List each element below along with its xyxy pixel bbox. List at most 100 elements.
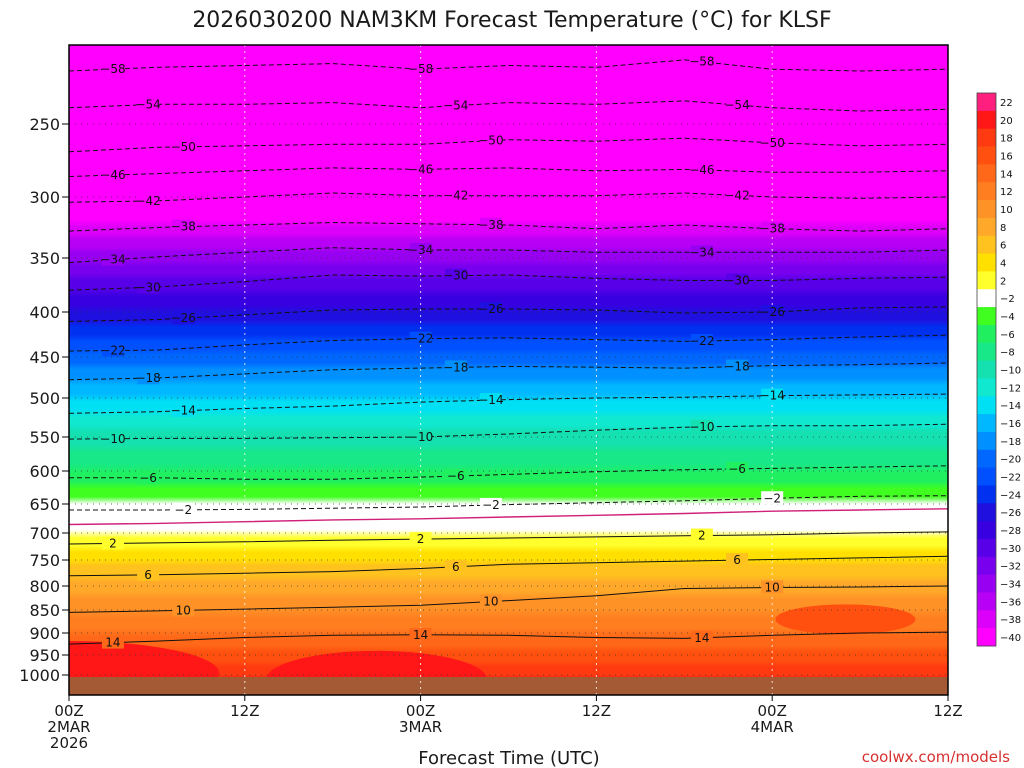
contour-label: 2 [109, 536, 117, 550]
colorbar-label: 4 [1000, 259, 1006, 270]
contour-labels: −58 −58−58−54 −54 −54−50 −50 −50−46 −46 −46−42−… [100, 54, 785, 650]
temperature-field [69, 45, 948, 695]
contour-label-bg [409, 62, 432, 76]
contour-label-bg [690, 630, 713, 644]
contour-6 [69, 555, 948, 577]
contour-label-bg [479, 217, 502, 231]
contour-label-bg [761, 388, 784, 402]
contour-label-bg [726, 461, 749, 475]
colorbar-swatch [977, 414, 996, 433]
colorbar-swatch [977, 610, 996, 629]
contour-label-bg [101, 252, 124, 266]
contour-label: −54 [724, 98, 749, 112]
colorbar-frame [976, 92, 997, 647]
x-tick-label: 00Z [758, 702, 787, 720]
contour-label-bg [137, 194, 160, 208]
freezing-line [69, 508, 948, 526]
colorbar-swatch [977, 592, 996, 611]
colorbar-label: 6 [1000, 241, 1006, 252]
contour-label-bg [172, 139, 195, 153]
contour-label: −26 [478, 302, 503, 316]
colorbar-label: −6 [1000, 330, 1015, 341]
y-tick-label: 300 [29, 188, 60, 207]
x-axis-title: Forecast Time (UTC) [418, 748, 599, 768]
x-tick-label: 3MAR [399, 718, 442, 736]
contour-label-bg [444, 559, 467, 573]
y-tick-label: 750 [29, 551, 60, 570]
contour-label-bg [409, 532, 432, 546]
contour-label: −34 [689, 245, 714, 259]
contour-label-bg [101, 536, 124, 550]
colorbar-swatch [977, 538, 996, 558]
colorbar-swatch [977, 289, 996, 308]
contour-m30 [69, 274, 948, 291]
x-tick-label: 2026 [50, 734, 88, 752]
colorbar-swatch [977, 485, 996, 504]
contour-label: 10 [176, 603, 191, 617]
colorbar-swatch [977, 628, 996, 647]
contour-label: −38 [478, 218, 503, 232]
colorbar-label: −2 [1000, 294, 1015, 305]
contour-label-bg [761, 491, 784, 505]
contour-label-bg [101, 635, 124, 649]
contour-label-bg [101, 168, 124, 182]
contour-2 [69, 531, 948, 545]
y-tick-label: 500 [29, 389, 60, 408]
colorbar-swatch [977, 164, 996, 183]
y-tick-label: 1000 [19, 666, 60, 685]
contour-label-bg [726, 553, 749, 567]
colorbar-label: 12 [1000, 187, 1013, 198]
colorbar-label: −32 [1000, 562, 1021, 573]
x-tick-label: 12Z [933, 702, 962, 720]
contour-label: −50 [760, 136, 785, 150]
contour-label: −58 [689, 55, 714, 69]
y-tick-label: 250 [29, 115, 60, 134]
contour-label: −30 [443, 269, 468, 283]
contour-label: −26 [760, 305, 785, 319]
colorbar-label: −36 [1000, 597, 1021, 608]
plot-area: −58 −58−58−54 −54 −54−50 −50 −50−46 −46 −46−42−… [69, 45, 948, 695]
contour-m46 [69, 167, 948, 177]
contour-m14 [69, 393, 948, 414]
contour-m18 [69, 362, 948, 381]
contour-label: −2 [174, 503, 192, 517]
colorbar-swatch [977, 556, 996, 576]
colorbar-swatch [977, 146, 996, 165]
colorbar-label: −12 [1000, 383, 1021, 394]
contour-label: −6 [139, 471, 157, 485]
contour-label-bg [409, 331, 432, 345]
colorbar-label: 18 [1000, 134, 1013, 145]
contour-label: −42 [724, 188, 749, 202]
y-tick-label: 950 [29, 646, 60, 665]
contour-label-bg [137, 371, 160, 385]
y-tick-label: 900 [29, 624, 60, 643]
colorbar-label: −10 [1000, 366, 1021, 377]
contour-m26 [69, 306, 948, 322]
contour-label: −46 [689, 163, 714, 177]
colorbar-swatch [977, 431, 996, 451]
contour-label: 14 [694, 631, 709, 645]
contour-label: −2 [763, 491, 781, 505]
contour-label-bg [690, 528, 713, 542]
contour-label: 6 [733, 553, 741, 567]
colorbar-swatch [977, 93, 996, 112]
colorbar-label: 14 [1000, 169, 1013, 180]
contour-label: −34 [408, 243, 433, 257]
contour-m38 [69, 221, 948, 232]
colorbar-label: −40 [1000, 633, 1021, 644]
credit-link[interactable]: coolwx.com/models [862, 748, 1010, 766]
contour-label: −6 [728, 462, 746, 476]
contour-label-bg [690, 162, 713, 176]
contour-label-bg [479, 393, 502, 407]
contour-label-bg [690, 54, 713, 68]
y-tick-label: 400 [29, 303, 60, 322]
colorbar-swatch [977, 271, 996, 290]
colorbar: 22 20 18 16 14 12 10 8 6 4 2 −2 −4 −6 −8 −10 −12 −14 −16 −1… [976, 92, 1021, 647]
contour-label-bg [690, 419, 713, 433]
contour-label-bg [172, 502, 195, 516]
contour-label: −14 [171, 404, 196, 418]
colorbar-label: −8 [1000, 348, 1015, 359]
contour-label-bg [479, 498, 502, 512]
colorbar-swatch [977, 253, 996, 272]
contour-label-bg [137, 470, 160, 484]
